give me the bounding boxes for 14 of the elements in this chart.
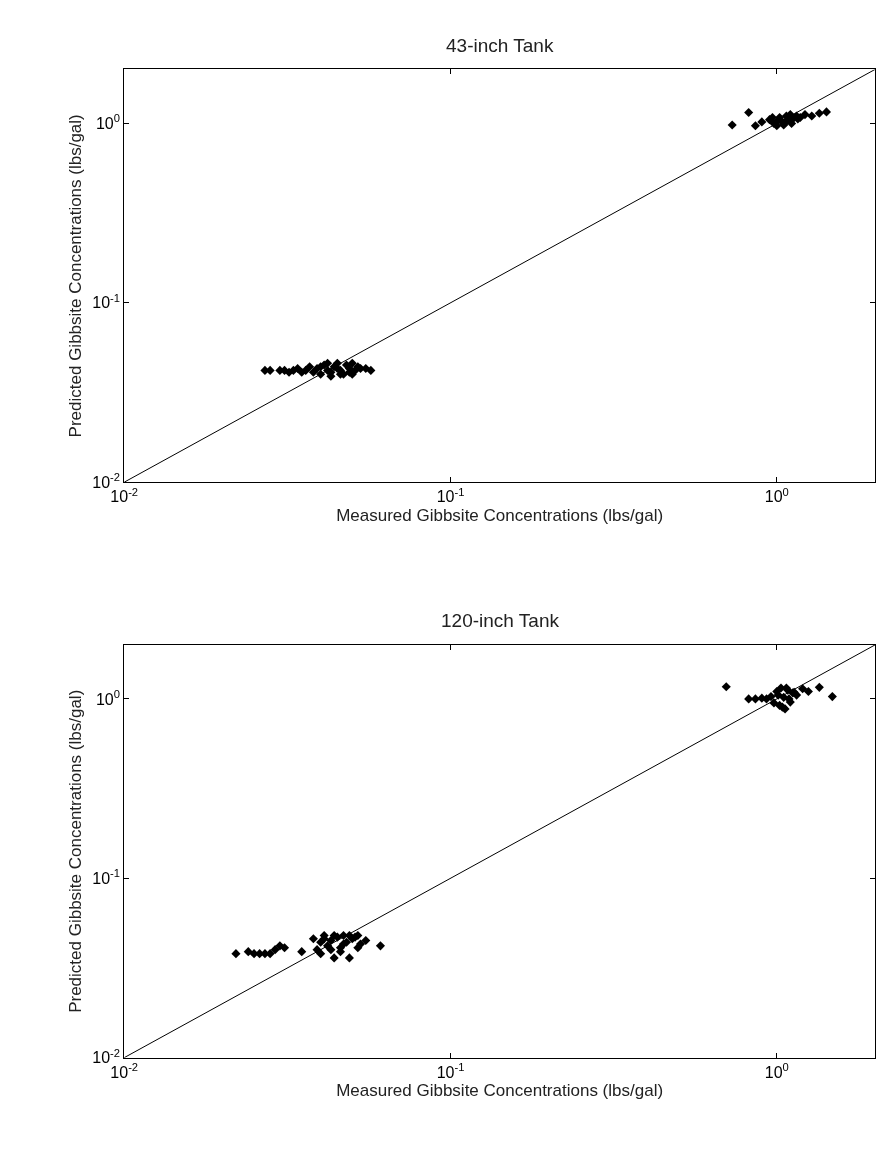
chart-title: 43-inch Tank	[446, 35, 554, 56]
x-axis-title: Measured Gibbsite Concentrations (lbs/gal)	[336, 505, 664, 525]
y-tick-label: 10$^{-1}$	[92, 867, 121, 887]
x-tick-label: 10$^{-1}$	[436, 485, 465, 506]
x-tick-label: 10$^{-1}$	[436, 1061, 465, 1081]
y-axis-title: Predicted Gibbsite Concentrations (lbs/gal)	[65, 689, 85, 1013]
y-tick-label: 10$^{-1}$	[92, 291, 121, 312]
x-tick-label: 10$^{0}$	[764, 485, 789, 506]
y-tick-label: 10$^{0}$	[95, 687, 121, 708]
y-axis-title: Predicted Gibbsite Concentrations (lbs/gal)	[65, 114, 85, 438]
x-tick-label: 10$^{0}$	[764, 1061, 789, 1081]
y-tick-label: 10$^{0}$	[95, 112, 121, 133]
chart-title: 120-inch Tank	[441, 610, 560, 631]
x-axis-title: Measured Gibbsite Concentrations (lbs/gal)	[336, 1081, 664, 1101]
